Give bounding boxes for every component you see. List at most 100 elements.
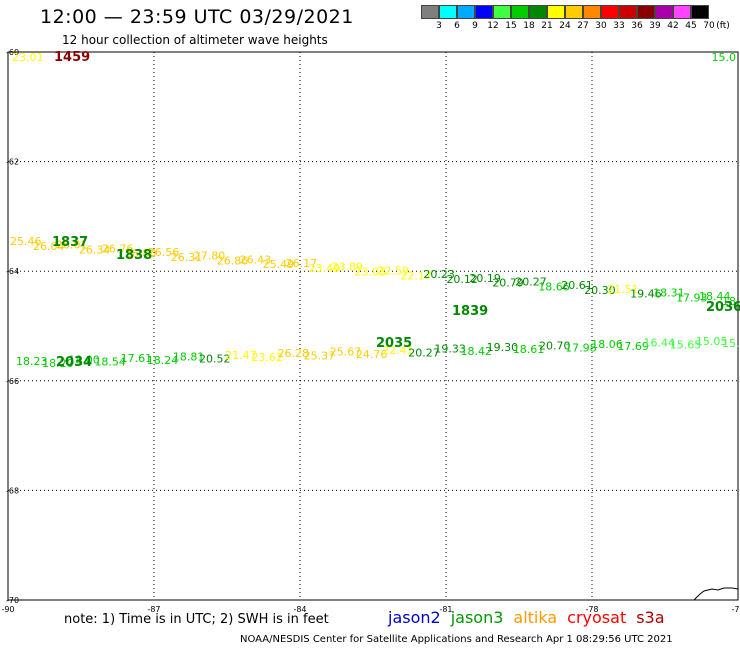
wave-height-upper: 25.49: [263, 258, 295, 271]
wave-height-lower: 22.41: [382, 344, 414, 357]
wave-height-lower: 18.24: [147, 354, 179, 367]
wave-height-lower: 18.20: [42, 357, 74, 370]
wave-height-lower: 16.44: [644, 336, 676, 349]
wave-height-lower: 17.98: [565, 342, 597, 355]
wave-height-upper: 27.80: [194, 250, 226, 263]
time-stamp: 1839: [452, 304, 488, 319]
legend-swatch: [583, 5, 601, 19]
wave-height-upper: 26.04: [33, 240, 65, 253]
wave-height-upper: 20.23: [423, 268, 455, 281]
legend-label: 15: [505, 21, 517, 31]
legend-swatch: [475, 5, 493, 19]
wave-height-upper: 26.56: [148, 246, 180, 259]
wave-height-lower: 19.30: [487, 341, 518, 354]
longitude-label: -78: [585, 605, 598, 614]
wave-height-lower: 20.52: [199, 353, 231, 366]
wave-height-lower: 18.61: [513, 343, 545, 356]
legend-label: 30: [595, 21, 607, 31]
wave-height-lower: 18.42: [461, 345, 493, 358]
legend-label: 33: [613, 21, 625, 31]
wave-height-upper: 23.03: [355, 266, 387, 279]
wave-height-upper: 19.46: [630, 288, 662, 301]
longitude-label: -81: [439, 605, 452, 614]
wave-height-upper: 20.79: [492, 277, 524, 290]
wave-height-upper: 20.30: [584, 284, 616, 297]
wave-height-upper: 18.83: [722, 295, 740, 308]
wave-height-lower: 18.23: [16, 355, 48, 368]
color-legend: [421, 5, 709, 19]
wave-height-lower: 18.81: [173, 350, 205, 363]
satellite-cryosat: cryosat: [567, 608, 627, 627]
legend-label: 9: [472, 21, 478, 31]
legend-swatch: [691, 5, 709, 19]
wave-height-upper: 22.17: [400, 269, 432, 282]
longitude-label: -90: [1, 605, 14, 614]
legend-swatch: [511, 5, 529, 19]
wave-height-upper: 18.31: [653, 286, 685, 299]
wave-height-upper: 18.66: [538, 280, 570, 293]
wave-height-upper: 18.44: [699, 290, 731, 303]
wave-height-lower: 20.70: [539, 339, 571, 352]
longitude-label: -84: [293, 605, 306, 614]
wave-height-lower: 21.47: [225, 349, 257, 362]
legend-label: 27: [577, 21, 589, 31]
time-stamp: 1838: [116, 248, 152, 263]
wave-height-lower: 17.61: [121, 352, 153, 365]
legend-label: 3: [436, 21, 442, 31]
legend-swatch: [547, 5, 565, 19]
satellite-s3a: s3a: [636, 608, 665, 627]
legend-label: 42: [667, 21, 679, 31]
map-frame: [7, 51, 739, 601]
wave-height-upper: 26.34: [79, 244, 111, 257]
credit-line: NOAA/NESDIS Center for Satellite Applica…: [240, 634, 673, 645]
wave-height-lower: 18.54: [94, 356, 126, 369]
legend-swatch: [421, 5, 439, 19]
legend-label: 18: [523, 21, 535, 31]
time-stamp: 1459: [54, 50, 90, 65]
legend-swatch: [601, 5, 619, 19]
wave-height-lower: 20.27: [408, 346, 440, 359]
legend-swatch: [637, 5, 655, 19]
wave-height-upper: 26.80: [125, 247, 157, 260]
legend-swatch: [457, 5, 475, 19]
wave-height-upper: 20.12: [446, 273, 478, 286]
map-subtitle: 12 hour collection of altimeter wave hei…: [62, 33, 328, 47]
wave-height-upper: 20.19: [469, 272, 501, 285]
legend-label: 70: [703, 21, 715, 31]
latitude-label: -62: [6, 158, 19, 167]
legend-swatch: [673, 5, 691, 19]
latitude-label: -64: [6, 267, 19, 276]
legend-label: 6: [454, 21, 460, 31]
wave-height-upper: 26.43: [240, 253, 272, 266]
corner-reading-right: 15.0: [712, 51, 737, 64]
latitude-label: -68: [6, 486, 19, 495]
corner-reading-left: 23.01: [12, 51, 44, 64]
wave-height-lower: 19.33: [434, 343, 466, 356]
legend-swatch: [529, 5, 547, 19]
wave-height-upper: 26.76: [102, 242, 134, 255]
wave-height-upper: 23.49: [309, 262, 341, 275]
longitude-label: -87: [147, 605, 160, 614]
latitude-label: -66: [6, 377, 19, 386]
wave-height-lower: 25.37: [304, 349, 336, 362]
wave-height-upper: 26.86: [217, 255, 249, 268]
wave-height-upper: 26.01: [56, 239, 88, 252]
wave-height-lower: 15.9: [722, 337, 740, 350]
wave-height-upper: 23.89: [332, 261, 364, 274]
legend-label: 21: [541, 21, 553, 31]
legend-swatch: [619, 5, 637, 19]
coastline: [693, 587, 739, 601]
wave-height-upper: 26.31: [171, 251, 203, 264]
wave-height-lower: 24.76: [356, 348, 388, 361]
wave-height-upper: 26.17: [286, 257, 318, 270]
legend-label: 45: [685, 21, 697, 31]
wave-height-upper: 25.46: [10, 235, 42, 248]
satellite-key: jason2 jason3 altika cryosat s3a: [388, 608, 675, 627]
legend-swatch: [493, 5, 511, 19]
satellite-altika: altika: [513, 608, 558, 627]
legend-label: 36: [631, 21, 643, 31]
wave-height-lower: 18.00: [68, 353, 100, 366]
satellite-jason3: jason3: [450, 608, 504, 627]
latitude-label: -70: [6, 596, 19, 605]
